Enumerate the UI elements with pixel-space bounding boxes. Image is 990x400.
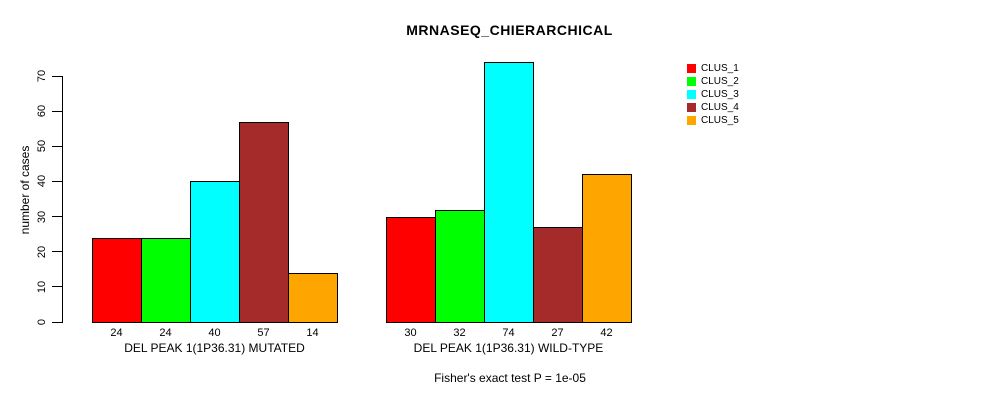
y-tick-label: 60 [36,105,48,118]
y-axis-line [62,76,63,323]
y-tick-label: 40 [36,175,48,188]
legend-label: CLUS_3 [701,89,739,100]
legend: CLUS_1 CLUS_2 CLUS_3 CLUS_4 CLUS_5 [687,62,739,127]
y-axis-label: number of cases [18,145,32,235]
chart-title: MRNASEQ_CHIERARCHICAL [406,22,613,38]
y-tick-label: 20 [36,245,48,258]
y-tick [52,75,62,77]
bar-clus_3-group1 [190,181,240,323]
bar-value-label: 74 [502,327,515,339]
legend-swatch [687,90,696,99]
bar-value-label: 40 [208,327,221,339]
legend-swatch [687,116,696,125]
y-tick [52,145,62,147]
legend-item-clus_4: CLUS_4 [687,101,739,114]
legend-item-clus_1: CLUS_1 [687,62,739,75]
y-tick [52,251,62,253]
bar-clus_5-group2 [582,174,632,323]
bar-value-label: 57 [257,327,270,339]
legend-swatch [687,77,696,86]
bar-value-label: 24 [159,327,172,339]
y-tick-label: 0 [36,318,48,326]
bar-value-label: 24 [110,327,123,339]
legend-swatch [687,103,696,112]
bar-clus_3-group2 [484,61,534,323]
legend-label: CLUS_1 [701,63,739,74]
bar-value-label: 14 [306,327,319,339]
legend-label: CLUS_2 [701,76,739,87]
bar-clus_1-group1 [92,237,142,323]
y-tick-label: 70 [36,69,48,83]
y-tick-label: 50 [36,140,48,153]
bar-clus_5-group1 [288,272,338,323]
bar-clus_2-group2 [435,209,485,323]
bar-value-label: 42 [600,327,613,339]
y-tick [52,286,62,288]
y-tick-label: 10 [36,280,48,293]
annotation-text: Fisher's exact test P = 1e-05 [434,371,586,385]
bar-value-label: 32 [453,327,466,339]
legend-item-clus_3: CLUS_3 [687,88,739,101]
bar-value-label: 27 [551,327,564,339]
legend-swatch [687,64,696,73]
legend-item-clus_5: CLUS_5 [687,114,739,127]
x-group-label: DEL PEAK 1(1P36.31) MUTATED [124,341,305,355]
bar-value-label: 30 [404,327,417,339]
legend-label: CLUS_4 [701,102,739,113]
bar-clus_1-group2 [386,216,436,323]
y-tick [52,321,62,323]
legend-label: CLUS_5 [701,115,739,126]
x-group-label: DEL PEAK 1(1P36.31) WILD-TYPE [413,341,604,355]
bar-clus_4-group1 [239,121,289,323]
y-tick [52,110,62,112]
legend-item-clus_2: CLUS_2 [687,75,739,88]
y-tick [52,216,62,218]
bar-clus_4-group2 [533,227,583,323]
bar-clus_2-group1 [141,237,191,323]
y-tick [52,180,62,182]
y-tick-label: 30 [36,210,48,223]
